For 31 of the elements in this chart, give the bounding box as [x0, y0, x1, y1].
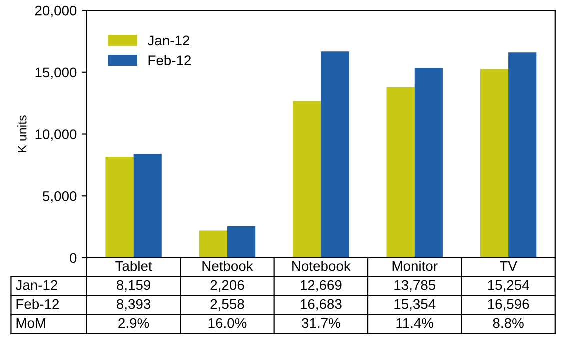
x-tick-label: Netbook	[202, 261, 254, 272]
text: Jan-12	[16, 280, 58, 290]
y-tick-label: 5,000	[43, 191, 77, 203]
data-label: 2,206	[210, 280, 244, 292]
x-tick-label: Notebook	[292, 261, 351, 272]
x-tick-label: TV	[500, 262, 518, 272]
text: 11.4%	[396, 318, 434, 328]
data-label: 15,354	[394, 299, 436, 311]
data-label: 16,683	[300, 299, 342, 311]
x-tick-label: Tablet	[116, 261, 152, 272]
y-tick-label: 20,000	[35, 6, 77, 18]
x-tick-label: Monitor	[392, 261, 438, 272]
y-tick-label: 10,000	[36, 130, 77, 142]
legend-label: Jan-12	[148, 36, 190, 46]
data-label: 13,785	[394, 280, 436, 292]
data-label: 16,596	[488, 299, 530, 311]
data-label: 2,558	[210, 299, 244, 311]
text: Feb-12	[16, 299, 60, 310]
text: 31.7%	[302, 318, 340, 328]
y-axis-title: K units	[18, 116, 27, 152]
text: 8.8%	[493, 318, 524, 328]
y-tick-label: 0	[70, 253, 77, 264]
text: 16.0%	[208, 318, 247, 328]
y-tick-label: 15,000	[36, 68, 77, 80]
text: MoM	[16, 318, 46, 328]
data-label: 8,393	[117, 299, 151, 311]
data-label: 12,669	[300, 280, 342, 292]
text: 2.9%	[118, 318, 150, 328]
data-label: 8,159	[117, 280, 151, 292]
legend-label: Feb-12	[148, 55, 192, 66]
data-label: 15,254	[488, 280, 530, 292]
